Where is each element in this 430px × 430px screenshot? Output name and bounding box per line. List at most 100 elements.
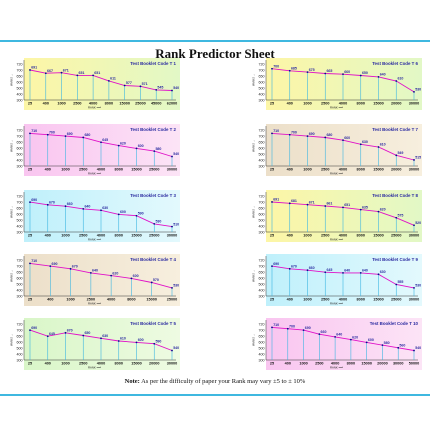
x-tick-label: 30000 <box>167 168 178 172</box>
data-point <box>377 76 380 78</box>
x-tick-label: 20000 <box>377 362 388 366</box>
y-axis-label: MARKS → <box>10 73 14 86</box>
data-label: 545 <box>157 86 163 90</box>
x-tick-label: 25 <box>28 234 32 238</box>
data-label: 660 <box>309 266 315 270</box>
data-point <box>130 277 133 280</box>
y-tick-label: 600 <box>259 276 265 280</box>
x-tick-label: 15000 <box>119 102 130 106</box>
data-point <box>60 71 63 74</box>
data-label: 691 <box>273 198 279 202</box>
data-label: 530 <box>415 88 421 92</box>
y-tick-label: 600 <box>17 340 23 344</box>
data-point <box>288 267 291 270</box>
x-tick-label: 30000 <box>409 168 420 172</box>
y-axis-label: MARKS → <box>10 205 14 218</box>
x-tick-label: 30000 <box>167 362 178 366</box>
y-tick-label: 500 <box>17 218 23 222</box>
y-tick-label: 400 <box>17 158 23 162</box>
data-point <box>171 349 173 352</box>
x-tick-label: 30000 <box>167 234 178 238</box>
data-point <box>29 262 31 265</box>
data-point <box>286 327 289 330</box>
data-point <box>365 341 368 344</box>
y-tick-label: 500 <box>259 282 265 286</box>
x-tick-label: 2500 <box>79 234 87 238</box>
data-label: 600 <box>368 338 374 342</box>
footer-note: Note: As per the difficulty of paper you… <box>0 378 430 385</box>
data-label: 710 <box>273 129 279 133</box>
x-tick-label: 1000 <box>66 298 74 302</box>
y-tick-label: 600 <box>17 276 23 280</box>
data-point <box>89 272 92 274</box>
data-label: 700 <box>273 64 279 68</box>
data-label: 675 <box>309 68 315 72</box>
data-label: 540 <box>173 86 179 90</box>
y-tick-label: 650 <box>17 334 23 338</box>
data-point <box>171 155 173 158</box>
x-tick-label: 50000 <box>409 362 420 366</box>
data-label: 530 <box>173 284 179 288</box>
data-point <box>117 340 120 342</box>
chart-background <box>266 318 422 370</box>
data-point <box>302 329 305 331</box>
data-point <box>100 337 102 340</box>
top-rule <box>0 40 430 42</box>
x-tick-label: 400 <box>45 168 51 172</box>
data-label: 640 <box>344 269 350 273</box>
data-point <box>271 326 273 329</box>
data-label: 640 <box>362 269 368 273</box>
x-tick-label: 2500 <box>321 102 329 106</box>
data-point <box>342 139 344 142</box>
data-point <box>69 267 72 270</box>
data-point <box>377 210 380 213</box>
data-label: 690 <box>273 262 279 266</box>
data-label: 530 <box>415 284 421 288</box>
chart-t6: Test Booklet Code T 6 720 700 650 600 500 400 3… <box>252 58 422 110</box>
y-tick-label: 700 <box>259 328 265 332</box>
data-point <box>107 79 110 82</box>
y-tick-label: 650 <box>17 270 23 274</box>
data-point <box>377 273 380 276</box>
data-label: 580 <box>384 341 390 345</box>
x-tick-label: 400 <box>285 362 291 366</box>
y-axis-label: MARKS → <box>10 269 14 282</box>
data-label: 620 <box>120 141 126 145</box>
data-label: 600 <box>133 274 139 278</box>
data-point <box>49 265 52 267</box>
data-label: 685 <box>291 66 297 70</box>
data-label: 680 <box>84 133 90 137</box>
y-tick-label: 700 <box>17 68 23 72</box>
x-tick-label: 25 <box>270 234 274 238</box>
x-tick-label: 4000 <box>97 362 105 366</box>
data-label: 590 <box>155 339 161 343</box>
note-text: As per the difficulty of paper your Rank… <box>139 378 306 385</box>
data-label: 640 <box>92 269 98 273</box>
chart-title: Test Booklet Code T 2 <box>130 127 176 132</box>
data-point <box>82 334 85 337</box>
data-label: 690 <box>51 262 57 266</box>
data-label: 650 <box>84 331 90 335</box>
series-line <box>29 262 173 289</box>
data-point <box>395 80 398 82</box>
data-label: 671 <box>63 68 69 72</box>
data-point <box>271 201 273 203</box>
x-tick-label: 400 <box>43 102 49 106</box>
data-point <box>155 88 158 91</box>
y-tick-label: 650 <box>259 206 265 210</box>
data-label: 540 <box>173 152 179 156</box>
y-tick-label: 300 <box>17 230 23 234</box>
data-point <box>395 283 398 286</box>
data-point <box>153 150 156 152</box>
y-tick-label: 500 <box>17 152 23 156</box>
data-label: 540 <box>173 346 179 350</box>
x-tick-label: 1000 <box>299 362 307 366</box>
y-tick-label: 500 <box>259 152 265 156</box>
y-tick-label: 650 <box>17 206 23 210</box>
x-tick-label: 8000 <box>347 362 355 366</box>
data-point <box>288 133 291 136</box>
x-tick-label: 15000 <box>146 298 157 302</box>
data-label: 600 <box>120 210 126 214</box>
x-tick-label: 2500 <box>73 102 81 106</box>
data-point <box>288 202 291 205</box>
